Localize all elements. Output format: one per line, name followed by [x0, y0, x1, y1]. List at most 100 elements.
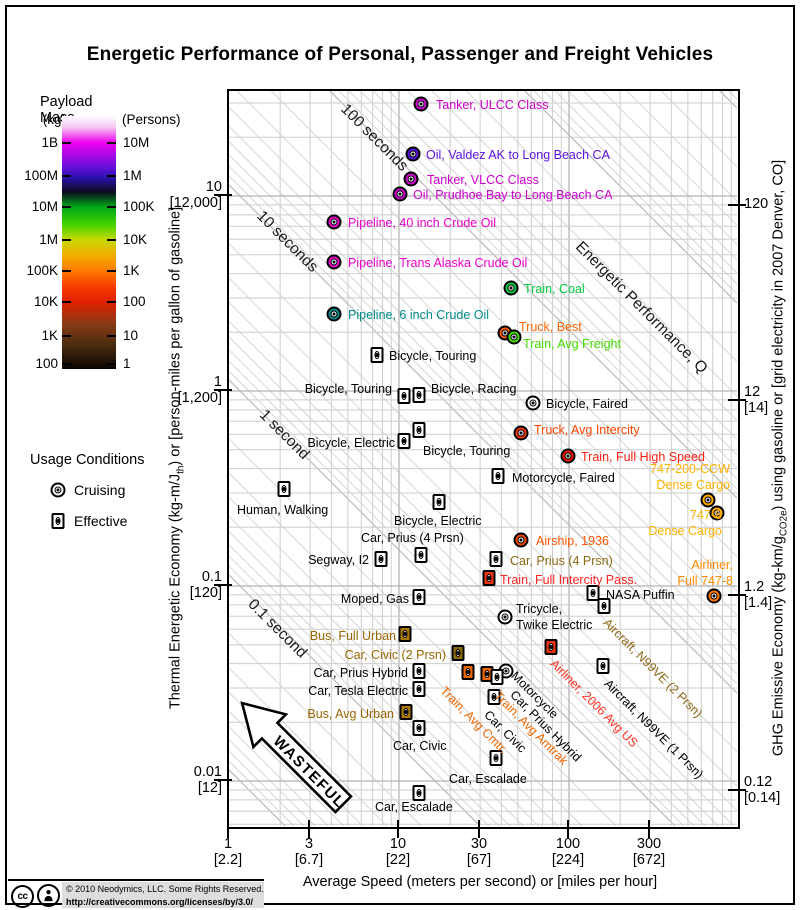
- x-tick-label-5: 300 [672]: [632, 836, 666, 868]
- tick-mark: [648, 820, 650, 838]
- point-label-oil-valdez-ak: Oil, Valdez AK to Long Beach CA: [426, 148, 610, 162]
- x-tick-label-3: 30 [67]: [466, 836, 492, 868]
- point-label-car-civic-2prsn: Car, Civic (2 Prsn): [344, 648, 446, 662]
- point-car-tesla-electric: [412, 681, 426, 697]
- point-segway-i2: [374, 551, 388, 567]
- y-left-title-subscript: th: [175, 465, 187, 474]
- point-bicycle-faired: [525, 395, 541, 411]
- payload-tick: [62, 362, 71, 366]
- payload-persons-label-0: 10M: [123, 135, 150, 151]
- y-left-title-part2: ) or [person-miles per gallon of gasolin…: [167, 206, 184, 466]
- point-label-train-coal: Train, Coal: [524, 282, 585, 296]
- point-pipeline-40-inch: [326, 214, 342, 230]
- point-label-train-avg-freight: Train, Avg Freight: [523, 337, 621, 351]
- point-bicycle-racing: [412, 387, 426, 403]
- tick-mark: [214, 779, 232, 781]
- point-label-airliner-full-747-8: Airliner, Full 747-8: [677, 558, 733, 588]
- point-label-bicycle-electric-1: Bicycle, Electric: [307, 436, 395, 450]
- point-bus-full-urban: [398, 626, 412, 642]
- payload-gradient-bar: [62, 116, 116, 369]
- point-motorcycle-faired: [491, 468, 505, 484]
- payload-tick: [107, 300, 116, 304]
- point-label-pipeline-trans-alaska: Pipeline, Trans Alaska Crude Oil: [348, 256, 528, 270]
- point-tanker-vlcc: [403, 171, 419, 187]
- point-car-civic: [412, 720, 426, 736]
- payload-tick: [107, 174, 116, 178]
- payload-persons-label-1: 1M: [123, 167, 142, 183]
- point-train-avg-freight: [506, 329, 522, 345]
- point-car-escalade-2: [412, 785, 426, 801]
- point-label-car-escalade-2: Car, Escalade: [375, 800, 453, 814]
- usage-legend-title: Usage Conditions: [30, 452, 145, 468]
- point-truck-avg-intercity: [513, 425, 529, 441]
- point-car-prius-4prsn-2: [489, 551, 503, 567]
- y-right-tick-label-1: 12 [14]: [744, 384, 769, 416]
- point-train-coal: [503, 280, 519, 296]
- y-right-tick-label-0: 120: [744, 196, 769, 212]
- tick-mark: [728, 594, 746, 596]
- point-tricycle-twike-electric: [497, 609, 513, 625]
- point-label-truck-avg-intercity: Truck, Avg Intercity: [534, 423, 640, 437]
- point-label-bicycle-touring-cruising: Bicycle, Touring: [389, 349, 477, 363]
- point-pipeline-trans-alaska: [326, 254, 342, 270]
- point-bicycle-touring-cruising: [370, 347, 384, 363]
- cc-attribution-person-icon: [37, 884, 60, 907]
- point-aircraft-n99ve-2prsn: [597, 598, 611, 614]
- point-747-8-dense-cargo: [709, 505, 725, 521]
- y-right-tick-label-3: 0.12 [0.14]: [744, 774, 781, 806]
- point-bus-avg-urban: [399, 704, 413, 720]
- point-oil-valdez-ak: [405, 146, 421, 162]
- payload-kg-label-5: 10K: [33, 293, 58, 309]
- point-car-prius-hybrid: [412, 663, 426, 679]
- annotation-layer: WASTEFUL 100 seconds 10 seconds 1 second 0.…: [229, 91, 737, 826]
- payload-persons-label-3: 10K: [123, 231, 148, 247]
- point-car-prius-hybrid-2: [490, 669, 504, 685]
- point-bicycle-touring-3: [412, 422, 426, 438]
- y-left-tick-label-2: 0.1 [120]: [189, 569, 222, 601]
- point-label-moped-gas: Moped, Gas: [340, 592, 409, 606]
- x-tick-label-2: 10 [22]: [385, 836, 411, 868]
- tick-mark: [214, 584, 232, 586]
- point-label-bus-avg-urban: Bus, Avg Urban: [307, 707, 394, 721]
- y-left-tick-label-1: 1 [1,200]: [177, 374, 222, 406]
- point-label-motorcycle-faired: Motorcycle, Faired: [512, 471, 615, 485]
- cc-logo-text: cc: [17, 891, 28, 902]
- cruising-marker-icon: [50, 482, 66, 498]
- payload-persons-label-5: 100: [123, 293, 146, 309]
- data-points-layer: Tanker, ULCC Class Oil, Valdez AK to Long…: [229, 91, 737, 826]
- point-train-avg-amtrak: [480, 666, 494, 682]
- payload-kg-label-2: 10M: [31, 199, 58, 215]
- point-bicycle-electric-1: [397, 433, 411, 449]
- payload-tick: [107, 270, 116, 273]
- copyright-text: © 2010 Neodymics, LLC. Some Rights Reser…: [66, 884, 264, 894]
- point-airship-1936: [513, 532, 529, 548]
- point-label-airship-1936: Airship, 1936: [536, 534, 609, 548]
- payload-tick: [107, 206, 116, 209]
- point-train-avg-cmtr: [461, 664, 475, 680]
- x-tick-label-1: 3 [6.7]: [294, 836, 324, 868]
- tick-mark: [308, 820, 310, 838]
- point-label-bicycle-touring-3: Bicycle, Touring: [423, 444, 511, 458]
- point-label-car-tesla-electric: Car, Tesla Electric: [308, 684, 408, 698]
- effective-label: Effective: [74, 513, 128, 529]
- point-label-bicycle-electric-2: Bicycle, Electric: [394, 514, 482, 528]
- x-tick-label-0: 1 [2.2]: [213, 836, 243, 868]
- point-label-747-200-ccw-dense-cargo: 747-200-CCW Dense Cargo: [650, 462, 730, 492]
- y-right-title-part1: GHG Emissive Economy (kg-km/g: [770, 536, 787, 757]
- tick-mark: [728, 789, 746, 791]
- cc-logo-icon: cc: [11, 885, 34, 908]
- copyright-box: © 2010 Neodymics, LLC. Some Rights Reser…: [62, 882, 264, 908]
- grid-lines: [229, 91, 737, 826]
- point-label-pipeline-40-inch: Pipeline, 40 inch Crude Oil: [348, 216, 496, 230]
- tick-mark: [478, 820, 480, 838]
- payload-kg-label-1: 100M: [24, 167, 58, 183]
- point-car-escalade-1: [489, 750, 503, 766]
- point-oil-prudhoe-bay: [392, 186, 408, 202]
- payload-tick: [107, 238, 116, 242]
- payload-kg-label-6: 1K: [41, 328, 58, 344]
- y-left-tick-label-3: 0.01 [12]: [193, 764, 222, 796]
- tick-mark: [728, 204, 746, 206]
- tick-mark: [728, 399, 746, 401]
- payload-tick: [62, 206, 71, 209]
- license-url[interactable]: http://creativecommons.org/licenses/by/3…: [66, 896, 254, 907]
